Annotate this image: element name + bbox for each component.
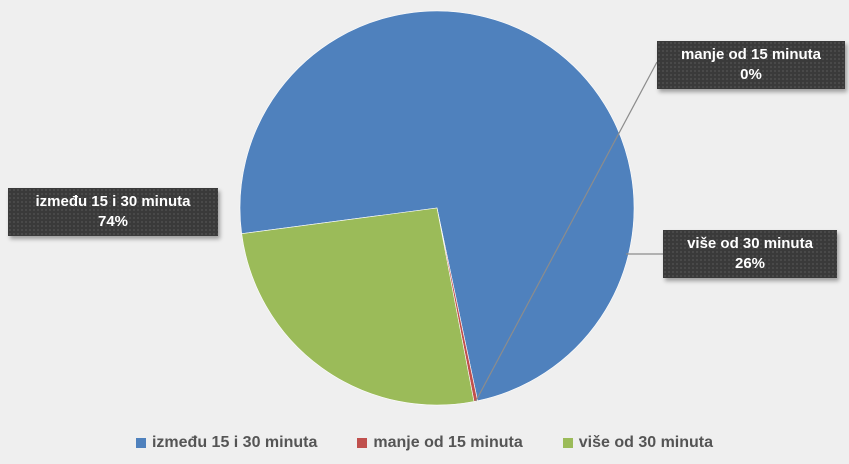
pie-slice-vise bbox=[241, 207, 475, 406]
data-label-value: 74% bbox=[97, 213, 129, 230]
legend-label: više od 30 minuta bbox=[578, 434, 714, 451]
data-label-value: 26% bbox=[734, 255, 766, 272]
data-label-value: 0% bbox=[740, 66, 762, 83]
legend-item-manje: manje od 15 minuta bbox=[357, 434, 523, 452]
legend-item-vise: više od 30 minuta bbox=[562, 434, 714, 452]
legend-label: između 15 i 30 minuta bbox=[151, 434, 318, 451]
data-label-name: više od 30 minuta bbox=[687, 235, 813, 252]
data-label-name: između 15 i 30 minuta bbox=[35, 193, 191, 210]
legend-swatch bbox=[135, 438, 146, 448]
data-label-name: manje od 15 minuta bbox=[680, 46, 822, 63]
legend-swatch bbox=[357, 438, 368, 448]
pie-slice-izmedju bbox=[239, 10, 635, 402]
legend-label: manje od 15 minuta bbox=[373, 434, 523, 451]
chart-legend: između 15 i 30 minuta manje od 15 minuta… bbox=[0, 434, 849, 452]
leader-line-manje bbox=[475, 61, 658, 402]
legend-swatch bbox=[562, 438, 573, 448]
data-label-vise: više od 30 minuta 26% bbox=[663, 230, 837, 278]
legend-item-izmedju: između 15 i 30 minuta bbox=[135, 434, 318, 452]
data-label-manje: manje od 15 minuta 0% bbox=[657, 41, 845, 89]
data-label-izmedju: između 15 i 30 minuta 74% bbox=[8, 188, 218, 236]
